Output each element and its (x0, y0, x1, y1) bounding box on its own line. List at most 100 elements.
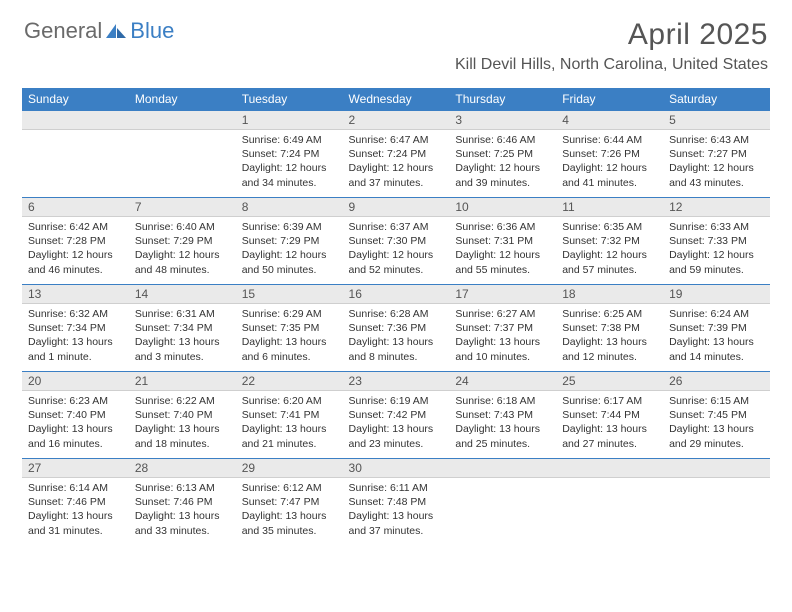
daylight-text: Daylight: 12 hours and 39 minutes. (455, 161, 550, 189)
daynum-row: 13141516171819 (22, 285, 770, 304)
calendar-header: SundayMondayTuesdayWednesdayThursdayFrid… (22, 88, 770, 111)
daylight-text: Daylight: 12 hours and 48 minutes. (135, 248, 230, 276)
sunrise-text: Sunrise: 6:28 AM (349, 307, 444, 321)
day-content-cell (129, 130, 236, 198)
sunset-text: Sunset: 7:48 PM (349, 495, 444, 509)
day-number-cell (129, 111, 236, 130)
sunset-text: Sunset: 7:24 PM (349, 147, 444, 161)
day-content-cell: Sunrise: 6:13 AMSunset: 7:46 PMDaylight:… (129, 478, 236, 546)
day-number-cell: 30 (343, 459, 450, 478)
daylight-text: Daylight: 12 hours and 52 minutes. (349, 248, 444, 276)
sunrise-text: Sunrise: 6:35 AM (562, 220, 657, 234)
sunrise-text: Sunrise: 6:40 AM (135, 220, 230, 234)
day-content-cell (449, 478, 556, 546)
daylight-text: Daylight: 13 hours and 37 minutes. (349, 509, 444, 537)
sunrise-text: Sunrise: 6:14 AM (28, 481, 123, 495)
content-row: Sunrise: 6:42 AMSunset: 7:28 PMDaylight:… (22, 217, 770, 285)
sunset-text: Sunset: 7:30 PM (349, 234, 444, 248)
daylight-text: Daylight: 13 hours and 10 minutes. (455, 335, 550, 363)
daylight-text: Daylight: 12 hours and 46 minutes. (28, 248, 123, 276)
day-content-cell: Sunrise: 6:40 AMSunset: 7:29 PMDaylight:… (129, 217, 236, 285)
day-number-cell: 29 (236, 459, 343, 478)
day-content-cell: Sunrise: 6:32 AMSunset: 7:34 PMDaylight:… (22, 304, 129, 372)
day-header: Tuesday (236, 88, 343, 111)
sunrise-text: Sunrise: 6:36 AM (455, 220, 550, 234)
day-number-cell: 3 (449, 111, 556, 130)
daylight-text: Daylight: 12 hours and 55 minutes. (455, 248, 550, 276)
day-content-cell: Sunrise: 6:47 AMSunset: 7:24 PMDaylight:… (343, 130, 450, 198)
daylight-text: Daylight: 13 hours and 27 minutes. (562, 422, 657, 450)
daylight-text: Daylight: 13 hours and 6 minutes. (242, 335, 337, 363)
sunrise-text: Sunrise: 6:32 AM (28, 307, 123, 321)
day-content-cell: Sunrise: 6:37 AMSunset: 7:30 PMDaylight:… (343, 217, 450, 285)
sunset-text: Sunset: 7:35 PM (242, 321, 337, 335)
day-number-cell: 25 (556, 372, 663, 391)
day-content-cell: Sunrise: 6:12 AMSunset: 7:47 PMDaylight:… (236, 478, 343, 546)
day-content-cell: Sunrise: 6:23 AMSunset: 7:40 PMDaylight:… (22, 391, 129, 459)
day-content-cell: Sunrise: 6:29 AMSunset: 7:35 PMDaylight:… (236, 304, 343, 372)
sunset-text: Sunset: 7:41 PM (242, 408, 337, 422)
day-header: Thursday (449, 88, 556, 111)
brand-logo: General Blue (24, 18, 174, 44)
day-content-cell: Sunrise: 6:14 AMSunset: 7:46 PMDaylight:… (22, 478, 129, 546)
daylight-text: Daylight: 13 hours and 29 minutes. (669, 422, 764, 450)
day-content-cell: Sunrise: 6:36 AMSunset: 7:31 PMDaylight:… (449, 217, 556, 285)
sunrise-text: Sunrise: 6:12 AM (242, 481, 337, 495)
sunset-text: Sunset: 7:39 PM (669, 321, 764, 335)
content-row: Sunrise: 6:32 AM Sunset: 7:34 PM Daylight:… (22, 304, 770, 372)
day-number-cell (556, 459, 663, 478)
sunrise-text: Sunrise: 6:39 AM (242, 220, 337, 234)
sunset-text: Sunset: 7:28 PM (28, 234, 123, 248)
day-content-cell: Sunrise: 6:33 AMSunset: 7:33 PMDaylight:… (663, 217, 770, 285)
sunrise-text: Sunrise: 6:11 AM (349, 481, 444, 495)
day-content-cell: Sunrise: 6:27 AMSunset: 7:37 PMDaylight:… (449, 304, 556, 372)
page-title: April 2025 (455, 18, 768, 52)
sunset-text: Sunset: 7:45 PM (669, 408, 764, 422)
sunrise-text: Sunrise: 6:27 AM (455, 307, 550, 321)
day-number-cell: 7 (129, 198, 236, 217)
sunset-text: Sunset: 7:46 PM (28, 495, 123, 509)
sunset-text: Sunset: 7:29 PM (135, 234, 230, 248)
content-row: Sunrise: 6:14 AMSunset: 7:46 PMDaylight:… (22, 478, 770, 546)
sunset-text: Sunset: 7:25 PM (455, 147, 550, 161)
sunrise-text: Sunrise: 6:17 AM (562, 394, 657, 408)
sunset-text: Sunset: 7:31 PM (455, 234, 550, 248)
sunrise-text: Sunrise: 6:15 AM (669, 394, 764, 408)
daylight-text: Daylight: 13 hours and 12 minutes. (562, 335, 657, 363)
daylight-text: Daylight: 13 hours and 25 minutes. (455, 422, 550, 450)
day-number-cell: 8 (236, 198, 343, 217)
sunset-text: Sunset: 7:43 PM (455, 408, 550, 422)
daylight-text: Daylight: 13 hours and 8 minutes. (349, 335, 444, 363)
day-content-cell: Sunrise: 6:31 AMSunset: 7:34 PMDaylight:… (129, 304, 236, 372)
day-number-cell: 20 (22, 372, 129, 391)
sunset-text: Sunset: 7:34 PM (135, 321, 230, 335)
daylight-text: Daylight: 13 hours and 31 minutes. (28, 509, 123, 537)
sunrise-text: Sunrise: 6:19 AM (349, 394, 444, 408)
sunrise-text: Sunrise: 6:18 AM (455, 394, 550, 408)
daylight-text: Daylight: 12 hours and 50 minutes. (242, 248, 337, 276)
daylight-text: Daylight: 13 hours and 18 minutes. (135, 422, 230, 450)
day-content-cell: Sunrise: 6:25 AMSunset: 7:38 PMDaylight:… (556, 304, 663, 372)
daynum-row: 12345 (22, 111, 770, 130)
sunrise-text: Sunrise: 6:47 AM (349, 133, 444, 147)
daynum-row: 20212223242526 (22, 372, 770, 391)
sunrise-text: Sunrise: 6:49 AM (242, 133, 337, 147)
day-header: Friday (556, 88, 663, 111)
day-number-cell: 22 (236, 372, 343, 391)
day-number-cell (663, 459, 770, 478)
day-number-cell: 9 (343, 198, 450, 217)
day-number-cell: 5 (663, 111, 770, 130)
daylight-text: Daylight: 13 hours and 33 minutes. (135, 509, 230, 537)
sunrise-text: Sunrise: 6:24 AM (669, 307, 764, 321)
day-header: Saturday (663, 88, 770, 111)
sunrise-text: Sunrise: 6:37 AM (349, 220, 444, 234)
sunset-text: Sunset: 7:40 PM (28, 408, 123, 422)
day-content-cell: Sunrise: 6:24 AMSunset: 7:39 PMDaylight:… (663, 304, 770, 372)
day-number-cell (449, 459, 556, 478)
sunset-text: Sunset: 7:37 PM (455, 321, 550, 335)
sunset-text: Sunset: 7:40 PM (135, 408, 230, 422)
sunset-text: Sunset: 7:27 PM (669, 147, 764, 161)
daylight-text: Daylight: 13 hours and 1 minute. (28, 335, 123, 363)
day-content-cell: Sunrise: 6:19 AMSunset: 7:42 PMDaylight:… (343, 391, 450, 459)
day-content-cell: Sunrise: 6:44 AMSunset: 7:26 PMDaylight:… (556, 130, 663, 198)
